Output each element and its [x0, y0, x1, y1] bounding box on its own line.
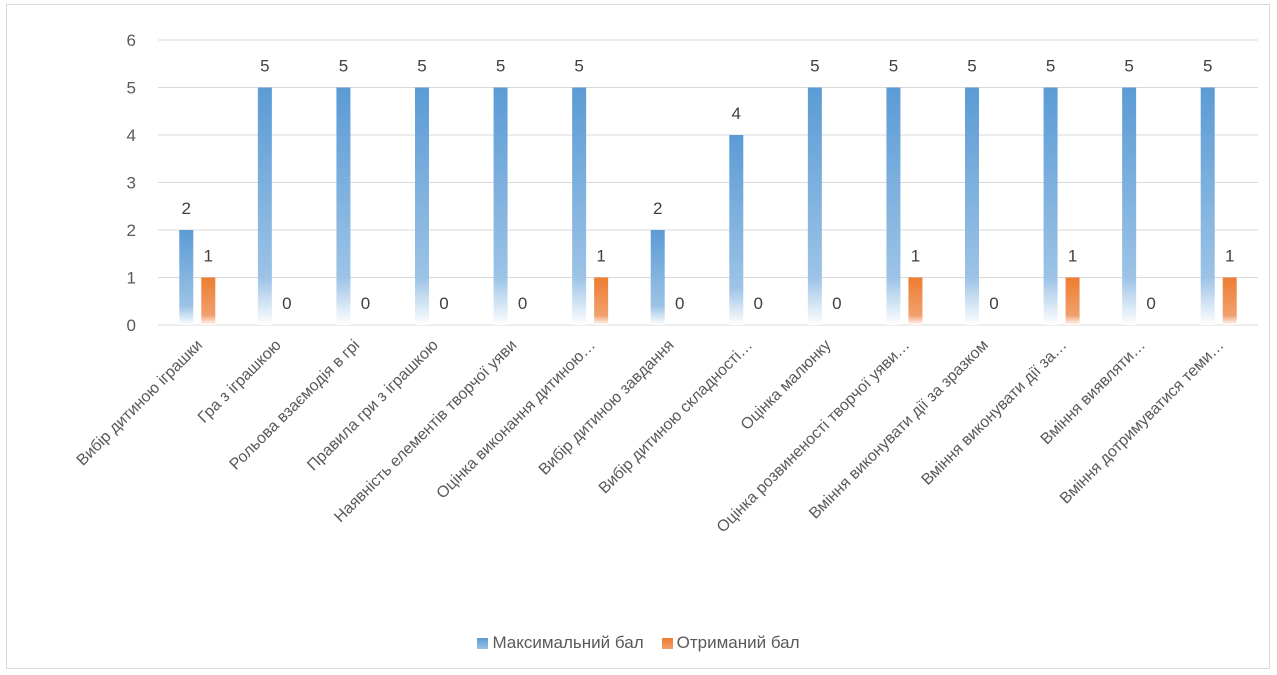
data-label-max: 5	[417, 57, 426, 76]
data-label-obtained: 1	[204, 247, 213, 266]
data-label-obtained: 1	[596, 247, 605, 266]
y-tick-label: 3	[127, 174, 136, 193]
x-tick-label: Вміння виконувати дії за зразком	[806, 337, 992, 523]
bar-max	[1200, 87, 1215, 325]
bar-obtained	[594, 277, 609, 325]
y-tick-label: 4	[127, 126, 136, 145]
legend-label-max: Максимальний бал	[492, 633, 644, 652]
legend-item-obtained: Отриманий бал	[661, 633, 800, 653]
chart-frame	[6, 4, 1270, 669]
bar-max	[415, 87, 429, 325]
data-label-max: 2	[182, 199, 191, 218]
data-label-obtained: 0	[1146, 294, 1155, 313]
x-tick-label: Гра з іграшкою	[195, 337, 285, 427]
bar-max	[965, 87, 979, 325]
bar-max	[1122, 87, 1137, 325]
data-label-obtained: 1	[911, 247, 920, 266]
data-label-max: 5	[574, 57, 583, 76]
data-label-max: 4	[732, 104, 741, 123]
legend-item-max: Максимальний бал	[477, 633, 644, 653]
bar-max	[1043, 87, 1058, 325]
bar-max	[729, 135, 744, 325]
data-label-max: 5	[260, 57, 269, 76]
y-tick-label: 6	[127, 31, 136, 50]
data-label-max: 2	[653, 199, 662, 218]
bar-max	[493, 87, 508, 325]
data-label-obtained: 0	[989, 294, 998, 313]
x-tick-label: Вміння дотримуватися теми…	[1057, 337, 1228, 508]
bar-obtained	[1222, 277, 1237, 325]
x-tick-label: Рольова взаємодія в грі	[227, 337, 364, 474]
data-label-max: 5	[1046, 57, 1055, 76]
data-label-max: 5	[810, 57, 819, 76]
y-tick-label: 5	[127, 79, 136, 98]
bar-max	[257, 87, 272, 325]
y-tick-label: 2	[127, 221, 136, 240]
data-label-max: 5	[889, 57, 898, 76]
data-label-obtained: 0	[754, 294, 763, 313]
legend: Максимальний бал Отриманий бал	[0, 633, 1277, 653]
bar-max	[886, 87, 901, 325]
bar-obtained	[908, 277, 923, 325]
data-label-max: 5	[339, 57, 348, 76]
data-label-max: 5	[1124, 57, 1133, 76]
legend-swatch-max	[477, 637, 489, 649]
legend-label-obtained: Отриманий бал	[676, 633, 800, 652]
bar-max	[650, 230, 665, 325]
y-tick-label: 0	[127, 316, 136, 335]
bar-obtained	[1065, 277, 1080, 325]
data-label-obtained: 0	[361, 294, 370, 313]
legend-swatch-obtained	[661, 637, 673, 649]
data-label-obtained: 0	[282, 294, 291, 313]
data-label-obtained: 0	[832, 294, 841, 313]
data-label-max: 5	[496, 57, 505, 76]
x-tick-label: Оцінка виконання дитиною…	[434, 337, 599, 502]
x-tick-label: Вміння виконувати дії за…	[919, 337, 1071, 489]
bar-max	[179, 230, 194, 325]
bar-chart: 0 1 2 3 4 5 6 2 1 5 0 5 0 5 0 5 0 5 1 2 0 4 0 5 0 5 1 5 0 5 1 5 0 5 1 Виб…	[74, 31, 1258, 536]
bar-max	[336, 87, 351, 325]
data-label-obtained: 0	[675, 294, 684, 313]
x-tick-label: Вибір дитиною завдання	[536, 337, 678, 479]
bar-max	[807, 87, 822, 325]
data-label-obtained: 0	[518, 294, 527, 313]
y-tick-label: 1	[127, 269, 136, 288]
data-label-obtained: 1	[1068, 247, 1077, 266]
x-tick-label: Правила гри з іграшкою	[304, 337, 441, 474]
data-label-max: 5	[1203, 57, 1212, 76]
bar-max	[572, 87, 587, 325]
x-tick-label: Вибір дитиною іграшки	[74, 337, 206, 469]
x-tick-label: Вибір дитиною складності…	[596, 337, 756, 497]
data-label-max: 5	[967, 57, 976, 76]
data-label-obtained: 1	[1225, 247, 1234, 266]
data-label-obtained: 0	[439, 294, 448, 313]
bar-obtained	[201, 277, 216, 325]
